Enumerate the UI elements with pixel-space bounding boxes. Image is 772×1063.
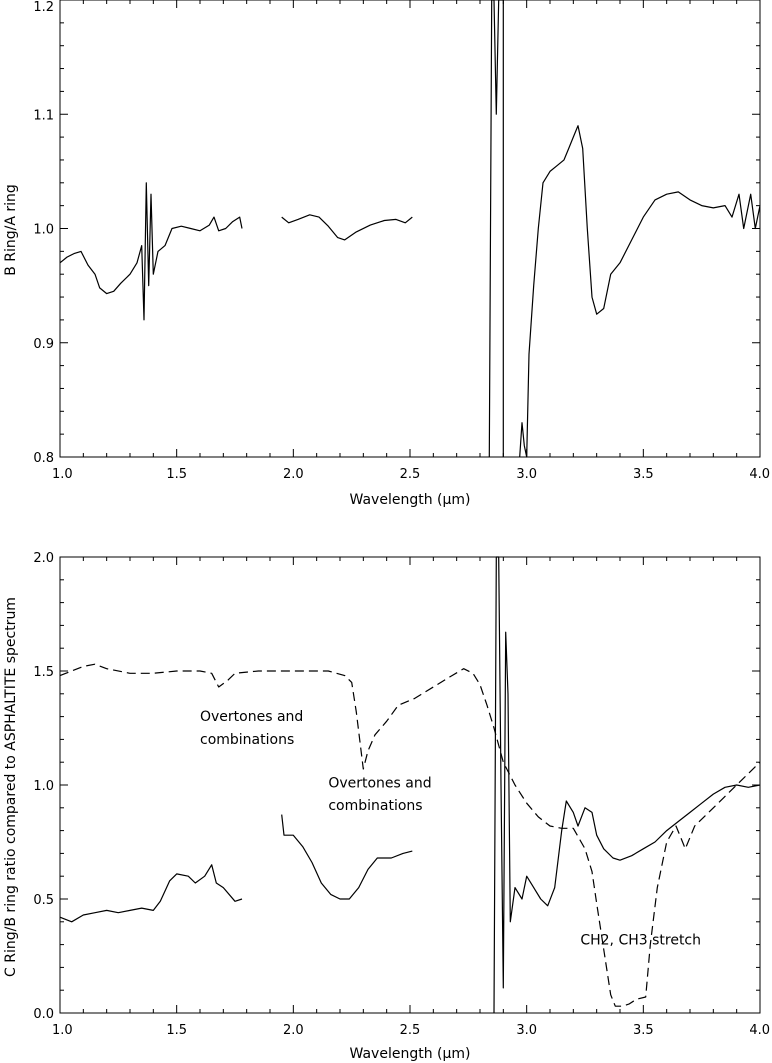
- x-tick-label: 3.0: [516, 467, 537, 482]
- series-solid-segment-1: [281, 214, 413, 241]
- annotation-layer-bottom: Overtones and combinations Overtones and co…: [200, 709, 701, 948]
- panel-top: 1.0 1.5 2.0 2.5 3.0 3.5 4.0 0.8 0.9 1.0 1.1 1.2 Wa…: [3, 0, 770, 508]
- x-tick-label: 4.0: [749, 467, 770, 482]
- x-tick-label: 2.0: [283, 467, 304, 482]
- annotation-label: Overtones and: [328, 775, 431, 791]
- y-tick-label: 0.9: [33, 337, 54, 352]
- data-layer-bottom: [59, 556, 761, 1014]
- y-tick-label: 1.2: [33, 0, 54, 15]
- x-axis-label-bottom: Wavelength (μm): [350, 1046, 471, 1062]
- x-axis-label-top: Wavelength (μm): [350, 492, 471, 508]
- y-ticks-top: 0.8 0.9 1.0 1.1 1.2: [33, 0, 760, 466]
- y-tick-label: 2.0: [33, 551, 54, 566]
- series-solid-segment-0: [59, 864, 243, 923]
- x-tick-label: 1.0: [52, 1023, 73, 1038]
- y-tick-label: 0.0: [33, 1007, 54, 1022]
- y-tick-label: 0.8: [33, 451, 54, 466]
- panel-bottom: Overtones and combinations Overtones and co…: [3, 551, 770, 1062]
- x-tick-label: 3.0: [516, 1023, 537, 1038]
- x-tick-label: 3.5: [633, 467, 654, 482]
- y-tick-label: 1.5: [33, 665, 54, 680]
- annotation-label: Overtones and: [200, 709, 303, 725]
- x-tick-label: 1.5: [166, 467, 187, 482]
- y-tick-label: 0.5: [33, 893, 54, 908]
- series-solid-segment-0: [59, 182, 243, 321]
- x-tick-label: 1.5: [166, 1023, 187, 1038]
- y-axis-label-bottom: C Ring/B ring ratio compared to ASPHALTI…: [3, 597, 19, 977]
- y-axis-label-top: B Ring/A ring: [3, 184, 19, 276]
- x-ticks-bottom: 1.0 1.5 2.0 2.5 3.0 3.5 4.0: [52, 557, 770, 1038]
- y-tick-label: 1.0: [33, 223, 54, 238]
- series-solid-segment-2: [488, 0, 504, 458]
- annotation-label: combinations: [200, 732, 294, 748]
- x-tick-label: 3.5: [633, 1023, 654, 1038]
- y-tick-label: 1.1: [33, 108, 54, 123]
- x-tick-label: 4.0: [749, 1023, 770, 1038]
- x-ticks-top: 1.0 1.5 2.0 2.5 3.0 3.5 4.0: [52, 0, 770, 482]
- x-tick-label: 2.5: [400, 1023, 421, 1038]
- annotation-label: CH2, CH3 stretch: [580, 933, 701, 949]
- x-tick-label: 2.5: [400, 467, 421, 482]
- data-layer-top: [59, 0, 761, 458]
- plot-frame-top: [59, 0, 761, 458]
- x-tick-label: 2.0: [283, 1023, 304, 1038]
- annotation-label: combinations: [328, 798, 422, 814]
- series-solid-segment-2: [493, 556, 761, 1014]
- series-solid-segment-1: [281, 814, 413, 900]
- y-ticks-bottom: 0.0 0.5 1.0 1.5 2.0: [33, 551, 760, 1022]
- series-dashed-segment-0: [59, 663, 761, 1007]
- y-tick-label: 1.0: [33, 779, 54, 794]
- series-solid-segment-3: [519, 125, 761, 458]
- x-tick-label: 1.0: [52, 467, 73, 482]
